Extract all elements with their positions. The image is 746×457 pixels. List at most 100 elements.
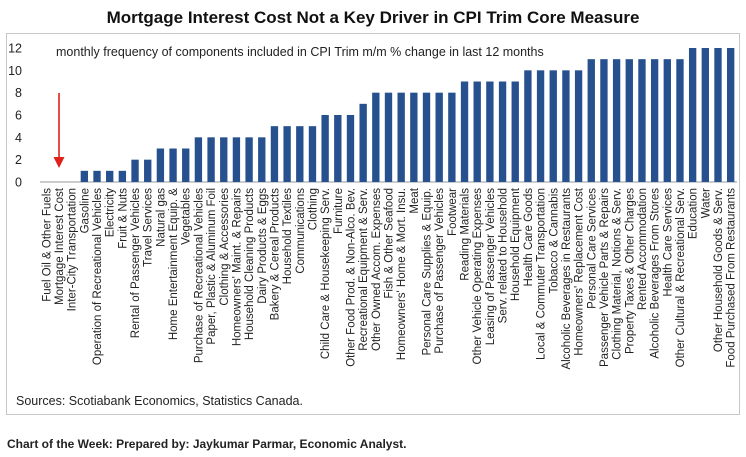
y-tick-label: 2 <box>15 153 22 167</box>
bar <box>220 137 228 182</box>
chart-subtitle: monthly frequency of components included… <box>56 45 544 59</box>
x-tick-label: Communications <box>295 188 307 274</box>
x-tick-label: Homeowners' Maint. & Repairs <box>231 188 243 346</box>
x-tick-label: Health Care Services <box>662 188 674 297</box>
mortgage-arrow-icon <box>53 93 65 168</box>
arrow-head <box>53 157 65 168</box>
bar <box>511 81 519 182</box>
x-tick-label: Local & Commuter Transportation <box>536 188 548 360</box>
bar <box>80 170 89 182</box>
bar <box>308 126 317 182</box>
x-tick-label: Personal Care Supplies & Equip. <box>422 188 434 356</box>
x-tick-label: Vegetables <box>181 188 193 245</box>
x-tick-label: Household Equipment <box>510 187 522 301</box>
bar <box>422 92 431 182</box>
x-tick-label: Operation of Recreational Vehicles <box>92 188 104 365</box>
bar <box>232 137 241 182</box>
x-tick-label: Homeowners' Replacement Cost <box>574 187 586 356</box>
x-tick-label: Rental of Passenger Vehicles <box>130 188 142 338</box>
bar <box>169 148 177 182</box>
bar <box>156 148 165 182</box>
bar <box>574 70 583 182</box>
bar <box>397 92 405 182</box>
chart-footer: Chart of the Week: Prepared by: Jaykumar… <box>7 437 407 451</box>
x-tick-label: Clothing Material, Notions & Serv. <box>612 188 624 360</box>
x-tick-label: Food Purchased From Restaurants <box>726 188 738 368</box>
bar <box>726 48 735 182</box>
x-tick-label: Serv. related to Household <box>498 188 510 323</box>
x-tick-label: Leasing of Passenger Vehicles <box>485 188 497 346</box>
bar <box>372 92 380 182</box>
x-tick-label: Bakery & Cereal Products <box>269 188 281 321</box>
bar <box>410 92 418 182</box>
x-tick-label: Rented Accommodation <box>637 188 649 310</box>
x-tick-label: Household Cleaning Products <box>244 188 256 340</box>
bar <box>549 70 557 182</box>
x-tick-label: Recreational Equipment & Serv. <box>358 188 370 351</box>
x-tick-label: Fruit & Nuts <box>117 188 129 249</box>
bar <box>296 126 304 182</box>
chart-title: Mortgage Interest Cost Not a Key Driver … <box>106 8 640 27</box>
bar <box>688 48 697 182</box>
bar <box>612 59 621 182</box>
x-tick-label: Other Household Goods & Serv. <box>713 188 725 352</box>
bar <box>600 59 608 182</box>
bar <box>714 48 722 182</box>
bar <box>536 70 545 182</box>
x-tick-label: Purchase of Recreational Vehicles <box>193 188 205 363</box>
bar <box>460 81 469 182</box>
x-tick-label: Mortgage Interest Cost <box>54 187 66 305</box>
x-tick-label: Child Care & Housekeeping Serv. <box>320 188 332 359</box>
bar <box>106 170 114 182</box>
bar <box>321 115 329 182</box>
bar <box>207 137 215 182</box>
x-tick-label: Purchase of Passenger Vehicles <box>434 188 446 354</box>
x-tick-label: Health Care Goods <box>523 188 535 287</box>
y-tick-label: 12 <box>8 42 22 56</box>
x-tick-label: Education <box>688 188 700 239</box>
bar <box>118 170 127 182</box>
y-tick-label: 0 <box>15 176 22 190</box>
bar <box>650 59 659 182</box>
x-tick-label: Home Entertainment Equip. & <box>168 188 180 340</box>
x-tick-label: Natural gas <box>155 188 167 247</box>
bar <box>448 92 456 182</box>
x-tick-label: Meat <box>409 187 421 213</box>
bar <box>473 81 481 182</box>
bar <box>435 92 443 182</box>
bar <box>562 70 570 182</box>
bar <box>270 126 279 182</box>
x-tick-label: Alcoholic Beverages in Restaurants <box>561 188 573 370</box>
x-tick-label: Fuel Oil & Other Fuels <box>41 188 53 302</box>
bar <box>131 159 139 182</box>
x-tick-label: Clothing & Accessories <box>219 188 231 306</box>
x-tick-label: Fish & Other Seafood <box>384 188 396 299</box>
y-tick-label: 10 <box>8 64 22 78</box>
bar <box>384 92 393 182</box>
bar <box>144 159 152 182</box>
bar <box>182 148 190 182</box>
x-tick-label: Other Vehicle Operating Expenses <box>472 188 484 365</box>
bar <box>676 59 684 182</box>
x-tick-label: Personal Care Services <box>586 188 598 309</box>
x-tick-label: Water <box>700 188 712 218</box>
x-tick-label: Passenger Vehicle Parts & Repairs <box>599 188 611 367</box>
x-tick-label: Footwear <box>447 188 459 236</box>
bar <box>93 170 101 182</box>
y-tick-label: 6 <box>15 109 22 123</box>
y-tick-label: 8 <box>15 86 22 100</box>
bar <box>625 59 633 182</box>
x-tick-label: Household Textiles <box>282 188 294 285</box>
x-tick-label: Alcoholic Beverages From Stores <box>650 188 662 359</box>
y-tick-label: 4 <box>15 131 22 145</box>
x-tick-label: Other Owned Accom. Expenses <box>371 188 383 351</box>
x-tick-label: Tobacco & Cannabis <box>548 188 560 294</box>
bar <box>334 115 342 182</box>
bar <box>346 115 355 182</box>
chart-frame <box>6 33 740 415</box>
x-tick-label: Other Cultural & Recreational Serv. <box>675 188 687 367</box>
x-tick-label: Other Food Prod. & Non-Alco. Bev. <box>345 188 357 367</box>
bar <box>701 48 709 182</box>
x-tick-label: Reading Materials <box>460 188 472 281</box>
